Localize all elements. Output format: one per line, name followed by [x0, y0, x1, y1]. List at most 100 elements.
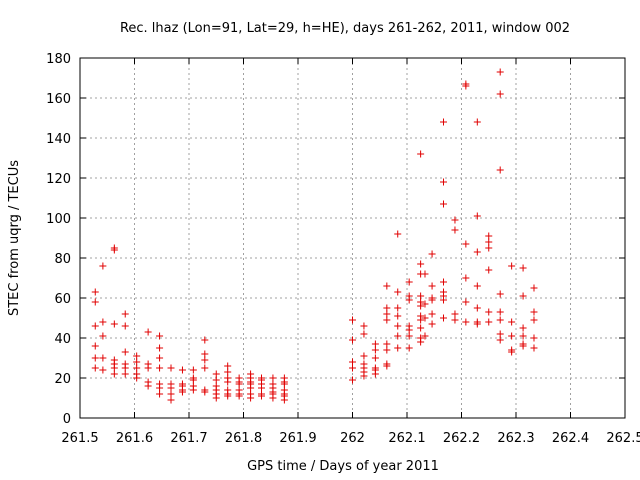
data-point: [496, 308, 504, 316]
y-axis-label: STEC from uqrg / TECUs: [7, 160, 22, 316]
data-point: [519, 264, 527, 272]
data-point: [440, 296, 448, 304]
data-point: [99, 318, 107, 326]
y-tick-label: 120: [46, 172, 71, 187]
y-tick-label: 0: [63, 412, 71, 427]
data-point: [110, 364, 118, 372]
x-tick-label: 262.2: [443, 431, 480, 446]
data-point: [421, 270, 429, 278]
data-point: [156, 384, 164, 392]
y-tick-label: 140: [46, 132, 71, 147]
data-point: [508, 262, 516, 270]
data-point: [91, 288, 99, 296]
data-point: [451, 316, 459, 324]
data-point: [167, 390, 175, 398]
data-point: [121, 348, 129, 356]
data-point: [485, 244, 493, 252]
data-point: [224, 362, 232, 370]
data-point: [99, 354, 107, 362]
data-point: [91, 342, 99, 350]
data-point: [269, 374, 277, 382]
data-point: [212, 376, 220, 384]
y-tick-label: 60: [54, 292, 71, 307]
data-point: [383, 304, 391, 312]
data-point: [428, 310, 436, 318]
data-point: [349, 336, 356, 344]
data-point: [405, 332, 413, 340]
data-point: [428, 250, 436, 258]
data-point: [269, 394, 277, 402]
data-point: [394, 312, 402, 320]
data-point: [428, 296, 436, 304]
data-point: [473, 320, 481, 328]
data-point: [394, 288, 402, 296]
data-point: [156, 344, 164, 352]
data-point: [405, 326, 413, 334]
data-point: [156, 332, 164, 340]
data-point: [133, 358, 141, 366]
data-point: [405, 344, 413, 352]
data-point: [167, 384, 175, 392]
data-point: [473, 248, 481, 256]
data-points: [91, 68, 538, 404]
data-point: [394, 230, 402, 238]
data-point: [440, 200, 448, 208]
data-point: [121, 370, 129, 378]
plot-frame: [79, 57, 626, 419]
data-point: [405, 296, 413, 304]
data-point: [189, 376, 197, 384]
data-point: [280, 396, 288, 404]
data-point: [189, 386, 197, 394]
data-point: [530, 308, 538, 316]
data-point: [383, 282, 391, 290]
data-point: [428, 282, 436, 290]
data-point: [421, 332, 429, 340]
data-point: [451, 216, 459, 224]
data-point: [440, 118, 448, 126]
data-point: [421, 300, 429, 308]
data-point: [144, 382, 152, 390]
x-tick-label: 262.3: [497, 431, 534, 446]
data-point: [530, 334, 538, 342]
data-point: [383, 362, 391, 370]
data-point: [383, 310, 391, 318]
data-point: [394, 304, 402, 312]
data-point: [110, 320, 118, 328]
data-point: [99, 332, 107, 340]
data-point: [224, 378, 232, 386]
data-point: [417, 150, 425, 158]
x-tick-label: 262.1: [388, 431, 425, 446]
y-axis-ticks: 0 20 40 60 80 100 120 140 160 180: [46, 52, 625, 427]
data-point: [91, 354, 99, 362]
data-point: [417, 338, 425, 346]
data-point: [167, 396, 175, 404]
data-point: [496, 290, 504, 298]
data-point: [473, 304, 481, 312]
data-point: [519, 332, 527, 340]
data-point: [485, 238, 493, 246]
data-point: [212, 394, 220, 402]
data-point: [417, 302, 425, 310]
data-point: [99, 262, 107, 270]
data-point: [349, 376, 356, 384]
data-point: [280, 380, 288, 388]
x-tick-label: 262.4: [552, 431, 589, 446]
data-point: [99, 366, 107, 374]
data-point: [212, 370, 220, 378]
data-point: [133, 352, 141, 360]
y-tick-label: 160: [46, 92, 71, 107]
data-point: [451, 226, 459, 234]
data-point: [417, 260, 425, 268]
data-point: [496, 68, 504, 76]
data-point: [178, 388, 186, 396]
x-axis-ticks: 261.5 261.6 261.7 261.8 261.9 262 262.1 262.2 26…: [61, 58, 640, 446]
data-point: [421, 314, 429, 322]
data-point: [496, 90, 504, 98]
x-tick-label: 261.6: [116, 431, 153, 446]
data-point: [371, 340, 379, 348]
data-point: [428, 320, 436, 328]
data-point: [91, 364, 99, 372]
data-point: [201, 364, 209, 372]
data-point: [462, 318, 470, 326]
